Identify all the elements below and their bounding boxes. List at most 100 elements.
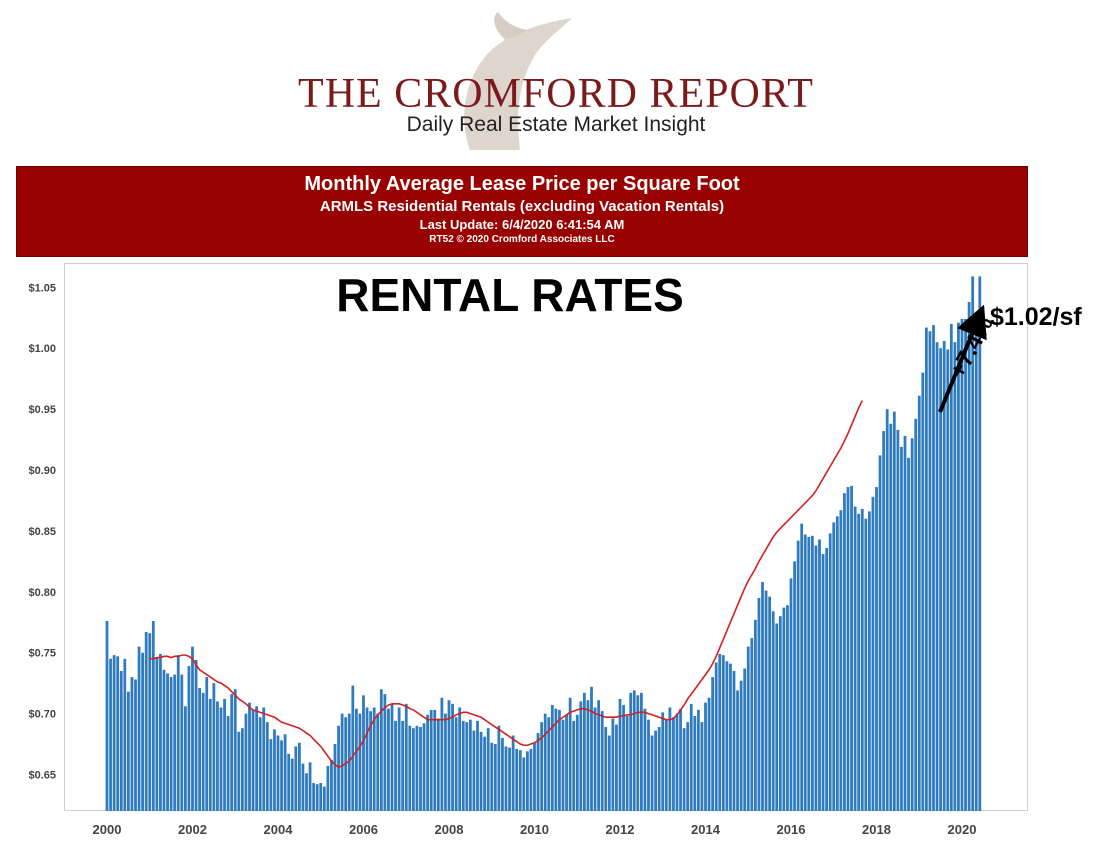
bar xyxy=(159,653,162,811)
y-tick-label: $0.80 xyxy=(28,587,56,599)
bar xyxy=(736,690,739,811)
bar xyxy=(401,720,405,811)
bar xyxy=(675,713,679,811)
bar xyxy=(932,325,935,811)
bar xyxy=(739,680,743,811)
bar xyxy=(657,726,661,811)
bar xyxy=(208,698,212,811)
x-tick-label: 2012 xyxy=(606,822,635,837)
bar xyxy=(718,653,722,811)
bar xyxy=(903,435,907,811)
cromford-bird-logo-icon xyxy=(464,12,572,150)
x-tick-label: 2006 xyxy=(349,822,378,837)
bar xyxy=(835,516,839,811)
bar xyxy=(433,709,437,811)
bar xyxy=(743,668,747,811)
bar xyxy=(875,487,878,811)
x-tick-label: 2010 xyxy=(520,822,549,837)
bar xyxy=(369,711,373,811)
bar xyxy=(198,688,202,811)
bar xyxy=(390,703,394,811)
bar xyxy=(319,782,323,811)
y-tick-label: $0.95 xyxy=(28,404,56,416)
bar xyxy=(650,735,654,811)
bar xyxy=(280,740,283,811)
bar xyxy=(964,319,967,811)
y-tick-label: $0.85 xyxy=(28,526,56,538)
bar xyxy=(860,508,864,811)
bar xyxy=(672,717,675,811)
bar xyxy=(558,709,561,811)
bar xyxy=(782,607,786,811)
bar xyxy=(771,611,775,811)
bar xyxy=(857,513,861,811)
y-tick-label: $1.05 xyxy=(28,282,56,294)
bar xyxy=(515,748,519,811)
bar xyxy=(789,578,793,811)
bar xyxy=(465,722,469,811)
bar xyxy=(928,331,932,811)
bar xyxy=(818,539,821,811)
bar xyxy=(216,701,219,811)
bar xyxy=(248,702,251,811)
bar xyxy=(914,418,918,811)
bar xyxy=(508,747,511,811)
bar xyxy=(850,485,853,811)
bar xyxy=(839,510,843,811)
bar xyxy=(326,765,330,811)
bar xyxy=(661,712,665,811)
chart-subtitle: ARMLS Residential Rentals (excluding Vac… xyxy=(319,198,725,215)
last-update: Last Update: 6/4/2020 6:41:54 AM xyxy=(419,217,625,232)
bar xyxy=(757,597,761,811)
bar xyxy=(746,646,750,811)
bar xyxy=(561,719,565,811)
y-tick-label: $1.00 xyxy=(28,343,56,355)
x-tick-label: 2000 xyxy=(93,822,122,837)
bar xyxy=(155,657,159,811)
bar xyxy=(269,739,273,811)
bar xyxy=(550,705,554,811)
bar xyxy=(297,742,301,811)
copyright-code: RT52 © 2020 Cromford Associates LLC xyxy=(429,234,615,245)
bar xyxy=(223,698,226,811)
bar xyxy=(468,719,472,811)
bar xyxy=(871,496,875,811)
bar xyxy=(429,709,433,811)
bar xyxy=(105,621,109,811)
bar xyxy=(572,720,576,811)
logo: THE CROMFORD REPORT Daily Real Estate Ma… xyxy=(0,0,1112,165)
bar xyxy=(700,722,704,811)
bar xyxy=(134,679,137,811)
bar xyxy=(579,701,583,811)
logo-title: THE CROMFORD REPORT xyxy=(298,71,814,117)
bar xyxy=(219,707,223,811)
bar xyxy=(814,545,818,811)
bar xyxy=(568,697,572,811)
bar xyxy=(347,713,351,811)
bar xyxy=(953,342,957,811)
y-tick-label: $0.70 xyxy=(28,709,56,721)
bar xyxy=(828,533,832,811)
bar xyxy=(166,673,169,811)
bar xyxy=(479,731,483,811)
bar xyxy=(493,744,497,811)
chart-banner: Monthly Average Lease Price per Square F… xyxy=(16,166,1028,257)
x-tick-label: 2018 xyxy=(862,822,891,837)
bar xyxy=(689,703,693,811)
bar xyxy=(924,327,928,811)
bar xyxy=(340,713,344,811)
bar xyxy=(322,786,326,811)
bar xyxy=(273,729,276,811)
bar xyxy=(176,655,180,811)
x-tick-label: 2014 xyxy=(691,822,721,837)
bar xyxy=(586,700,590,811)
bar xyxy=(287,753,291,811)
bar xyxy=(305,773,308,811)
bar xyxy=(162,669,166,811)
bar xyxy=(607,735,611,811)
bar xyxy=(565,714,568,811)
bar xyxy=(379,689,383,811)
bar xyxy=(714,662,718,811)
bar xyxy=(472,730,476,811)
bar xyxy=(144,631,148,811)
